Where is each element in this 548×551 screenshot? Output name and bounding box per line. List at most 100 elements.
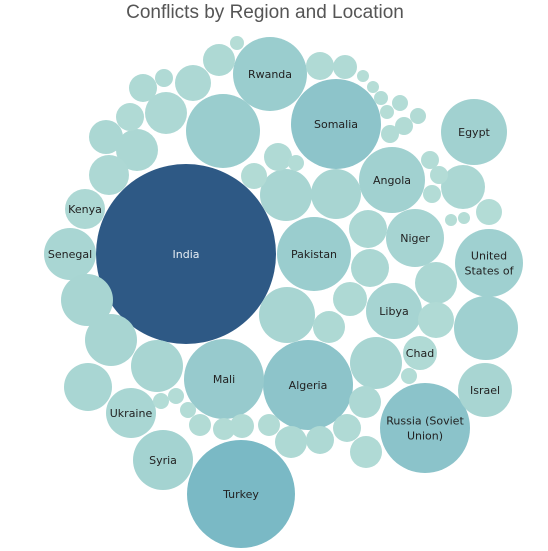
bubble-unlabeled[interactable] xyxy=(153,393,169,409)
bubble-rwanda[interactable] xyxy=(233,37,307,111)
bubble-unlabeled[interactable] xyxy=(180,402,196,418)
bubble-kenya[interactable] xyxy=(65,189,105,229)
bubble-label: Senegal xyxy=(48,248,92,261)
bubble-unlabeled[interactable] xyxy=(275,426,307,458)
bubble-unlabeled[interactable] xyxy=(213,418,235,440)
bubble-label: Russia (Soviet xyxy=(386,415,464,428)
bubble-unlabeled[interactable] xyxy=(374,91,388,105)
bubble-unlabeled[interactable] xyxy=(367,81,379,93)
bubble-unlabeled[interactable] xyxy=(264,143,292,171)
bubble-unlabeled[interactable] xyxy=(203,44,235,76)
bubble-india[interactable] xyxy=(96,164,276,344)
bubble-turkey[interactable] xyxy=(187,440,295,548)
bubble-unlabeled[interactable] xyxy=(418,302,454,338)
bubble-unlabeled[interactable] xyxy=(454,296,518,360)
bubble-unlabeled[interactable] xyxy=(357,70,369,82)
bubble-unlabeled[interactable] xyxy=(85,314,137,366)
bubble-unlabeled[interactable] xyxy=(288,155,304,171)
bubble-label: Pakistan xyxy=(291,248,337,261)
bubble-pakistan[interactable] xyxy=(277,217,351,291)
bubble-unlabeled[interactable] xyxy=(349,210,387,248)
bubble-israel[interactable] xyxy=(458,363,512,417)
bubble-label: Rwanda xyxy=(248,68,292,81)
bubble-unlabeled[interactable] xyxy=(410,108,426,124)
bubble-unlabeled[interactable] xyxy=(350,337,402,389)
bubble-unlabeled[interactable] xyxy=(333,55,357,79)
bubble-label: Somalia xyxy=(314,118,358,131)
bubble-label: Turkey xyxy=(222,488,259,501)
bubble-unlabeled[interactable] xyxy=(230,414,254,438)
bubble-chad[interactable] xyxy=(403,336,437,370)
bubble-unlabeled[interactable] xyxy=(89,155,129,195)
bubble-unlabeled[interactable] xyxy=(351,249,389,287)
bubble-unlabeled[interactable] xyxy=(189,414,211,436)
bubble-united-states-of[interactable] xyxy=(455,229,523,297)
bubble-unlabeled[interactable] xyxy=(131,340,183,392)
bubble-unlabeled[interactable] xyxy=(259,287,315,343)
bubble-label: Syria xyxy=(149,454,177,467)
bubble-syria[interactable] xyxy=(133,430,193,490)
bubble-unlabeled[interactable] xyxy=(423,185,441,203)
bubble-unlabeled[interactable] xyxy=(186,94,260,168)
bubble-label: Algeria xyxy=(289,379,328,392)
bubble-niger[interactable] xyxy=(386,209,444,267)
bubble-unlabeled[interactable] xyxy=(306,52,334,80)
bubble-label: Egypt xyxy=(458,126,490,139)
bubble-russia-soviet-union[interactable] xyxy=(380,383,470,473)
bubble-unlabeled[interactable] xyxy=(89,120,123,154)
bubble-label: United xyxy=(471,250,507,263)
bubble-label: Niger xyxy=(400,232,430,245)
bubble-angola[interactable] xyxy=(359,147,425,213)
bubble-unlabeled[interactable] xyxy=(241,163,267,189)
bubble-unlabeled[interactable] xyxy=(445,214,457,226)
bubble-unlabeled[interactable] xyxy=(260,169,312,221)
chart-title: Conflicts by Region and Location xyxy=(126,2,404,23)
bubble-unlabeled[interactable] xyxy=(155,69,173,87)
bubble-unlabeled[interactable] xyxy=(116,129,158,171)
bubble-label: Kenya xyxy=(68,203,102,216)
bubble-mali[interactable] xyxy=(184,339,264,419)
bubble-algeria[interactable] xyxy=(263,340,353,430)
bubble-label: Israel xyxy=(470,384,500,397)
bubble-senegal[interactable] xyxy=(44,228,96,280)
bubble-ukraine[interactable] xyxy=(106,388,156,438)
bubble-unlabeled[interactable] xyxy=(333,282,367,316)
bubble-label: Union) xyxy=(407,430,443,443)
bubble-unlabeled[interactable] xyxy=(129,74,157,102)
bubble-unlabeled[interactable] xyxy=(145,92,187,134)
bubble-unlabeled[interactable] xyxy=(116,103,144,131)
bubble-unlabeled[interactable] xyxy=(64,363,112,411)
bubble-label: Mali xyxy=(213,373,235,386)
bubble-egypt[interactable] xyxy=(441,99,507,165)
bubble-unlabeled[interactable] xyxy=(415,262,457,304)
bubble-unlabeled[interactable] xyxy=(168,388,184,404)
bubble-label: Ukraine xyxy=(110,407,153,420)
bubble-unlabeled[interactable] xyxy=(392,95,408,111)
bubble-label: Chad xyxy=(406,347,434,360)
bubble-unlabeled[interactable] xyxy=(395,117,413,135)
bubble-unlabeled[interactable] xyxy=(421,151,439,169)
bubble-unlabeled[interactable] xyxy=(476,199,502,225)
bubble-unlabeled[interactable] xyxy=(258,414,280,436)
bubble-label: States of xyxy=(465,265,515,278)
bubble-libya[interactable] xyxy=(366,283,422,339)
bubble-unlabeled[interactable] xyxy=(381,125,399,143)
bubble-unlabeled[interactable] xyxy=(441,165,485,209)
bubble-unlabeled[interactable] xyxy=(349,386,381,418)
bubble-unlabeled[interactable] xyxy=(230,36,244,50)
bubble-label: Angola xyxy=(373,174,411,187)
bubble-unlabeled[interactable] xyxy=(175,65,211,101)
bubble-unlabeled[interactable] xyxy=(401,368,417,384)
bubble-unlabeled[interactable] xyxy=(333,414,361,442)
bubble-unlabeled[interactable] xyxy=(311,169,361,219)
bubble-somalia[interactable] xyxy=(291,79,381,169)
bubble-unlabeled[interactable] xyxy=(350,436,382,468)
bubble-unlabeled[interactable] xyxy=(458,212,470,224)
bubble-unlabeled[interactable] xyxy=(380,105,394,119)
bubble-unlabeled[interactable] xyxy=(61,274,113,326)
bubble-label: Libya xyxy=(379,305,408,318)
bubble-unlabeled[interactable] xyxy=(306,426,334,454)
bubble-unlabeled[interactable] xyxy=(430,166,448,184)
bubble-unlabeled[interactable] xyxy=(313,311,345,343)
